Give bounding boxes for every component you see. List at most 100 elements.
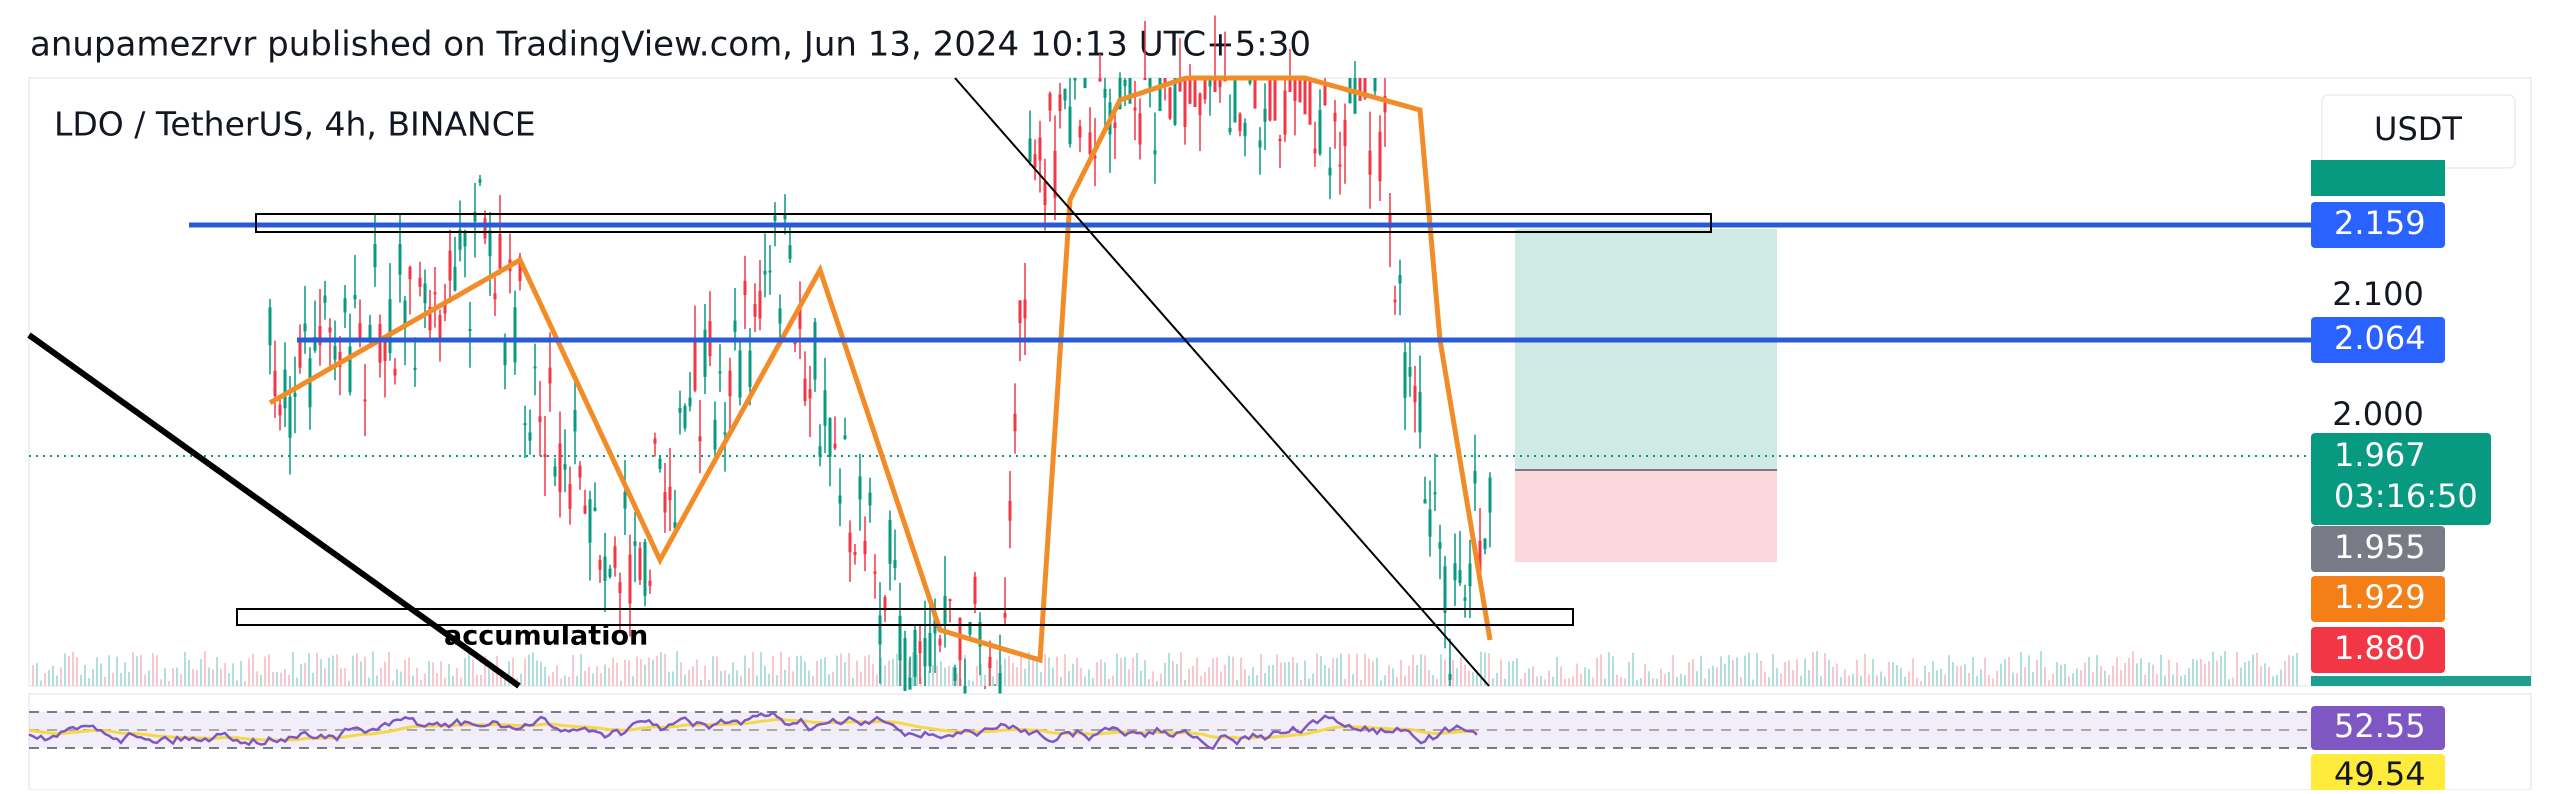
volume-bar (436, 672, 438, 686)
volume-bar (728, 674, 730, 686)
volume-bar (572, 655, 574, 686)
volume-bar (2232, 677, 2234, 686)
candle-body (1373, 78, 1377, 92)
volume-bar (360, 661, 362, 686)
volume-bar (860, 671, 862, 686)
candle-body (523, 423, 527, 426)
candle-body (1488, 477, 1492, 513)
volume-bar (1860, 676, 1862, 686)
candle-body (1453, 563, 1457, 581)
candle-body (1158, 78, 1162, 112)
volume-bar (1436, 678, 1438, 686)
rsi-tag-label: 52.55 (2334, 707, 2426, 745)
candle-body (1303, 78, 1307, 115)
volume-bar (1420, 654, 1422, 686)
volume-bar (1972, 656, 1974, 686)
volume-bar (1756, 652, 1758, 686)
volume-bar (1660, 668, 1662, 686)
candle-body (358, 323, 362, 342)
target-zone (1515, 229, 1777, 470)
volume-bar (1768, 677, 1770, 686)
volume-bar (204, 651, 206, 686)
volume-bar (768, 673, 770, 686)
candle-body (433, 292, 437, 295)
candle-body (693, 340, 697, 391)
volume-bar (192, 669, 194, 686)
volume-bar (604, 664, 606, 686)
volume-bar (664, 653, 666, 686)
volume-bar (1800, 675, 1802, 686)
volume-bar (1444, 659, 1446, 686)
volume-bar (1060, 676, 1062, 686)
volume-bar (268, 654, 270, 686)
volume-bar (1320, 656, 1322, 686)
volume-bar (724, 670, 726, 686)
volume-bar (1512, 661, 1514, 686)
volume-bar (960, 678, 962, 686)
volume-bar (2204, 664, 2206, 686)
volume-bar (1840, 677, 1842, 686)
volume-bar (2148, 662, 2150, 686)
volume-bar (188, 659, 190, 686)
volume-bar (1244, 669, 1246, 686)
volume-bar (1144, 660, 1146, 686)
volume-bar (616, 662, 618, 686)
volume-bar (716, 656, 718, 686)
volume-bar (1988, 675, 1990, 686)
volume-bar (1880, 671, 1882, 686)
volume-bar (1228, 655, 1230, 686)
volume-bar (1812, 651, 1814, 686)
volume-bar (920, 677, 922, 686)
volume-bar (356, 653, 358, 686)
volume-bar (668, 671, 670, 686)
volume-bar (1508, 661, 1510, 686)
volume-bar (2072, 673, 2074, 686)
candle-body (633, 541, 637, 546)
volume-bar (1032, 656, 1034, 686)
currency-button-label: USDT (2374, 110, 2462, 148)
candle-body (953, 667, 957, 681)
candle-body (1323, 83, 1327, 106)
volume-bar (1552, 676, 1554, 686)
volume-bar (264, 656, 266, 686)
header-title: anupamezrvr published on TradingView.com… (30, 25, 1311, 65)
volume-bar (1188, 668, 1190, 686)
volume-bar (1180, 652, 1182, 686)
volume-bar (428, 660, 430, 686)
volume-bar (2156, 674, 2158, 686)
volume-bar (588, 666, 590, 686)
volume-bar (600, 673, 602, 686)
volume-bar (2000, 663, 2002, 686)
volume-bar (1264, 673, 1266, 686)
volume-bar (216, 657, 218, 686)
candle-body (793, 342, 797, 345)
volume-bar (224, 663, 226, 686)
candle-body (1288, 78, 1292, 93)
volume-bar (1524, 672, 1526, 686)
volume-bar (676, 651, 678, 686)
volume-bar (2228, 679, 2230, 686)
candle-body (968, 621, 972, 635)
candle-body (1318, 110, 1322, 154)
candle-body (408, 266, 412, 280)
volume-bar (848, 652, 850, 686)
volume-bar (1968, 672, 1970, 686)
candle-body (373, 244, 377, 268)
volume-bar (468, 653, 470, 686)
volume-bar (2120, 669, 2122, 686)
volume-bar (156, 655, 158, 686)
volume-bar (736, 670, 738, 686)
volume-bar (1112, 675, 1114, 686)
volume-bar (432, 662, 434, 686)
volume-bar (1220, 671, 1222, 686)
volume-bar (916, 654, 918, 686)
volume-bar (1600, 654, 1602, 686)
candle-body (908, 677, 912, 690)
volume-bar (1740, 677, 1742, 686)
candle-body (1143, 78, 1147, 80)
volume-bar (856, 660, 858, 686)
volume-bar (1704, 678, 1706, 686)
volume-bar (2012, 672, 2014, 686)
volume-bar (1540, 675, 1542, 686)
candle-body (1028, 138, 1032, 162)
